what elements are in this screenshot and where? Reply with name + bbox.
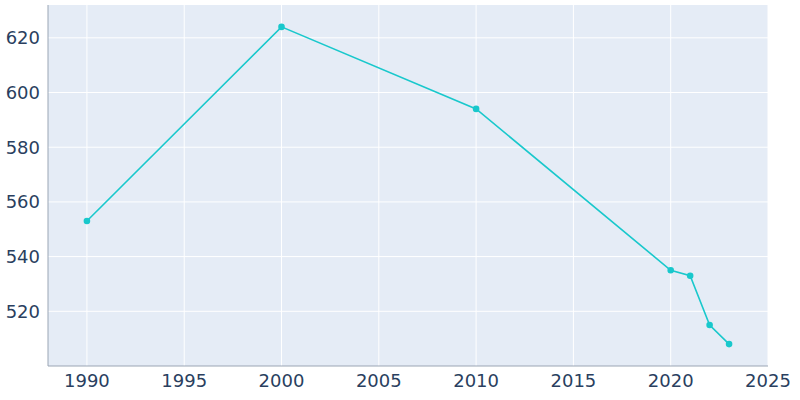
svg-text:600: 600 bbox=[8, 82, 40, 103]
svg-text:2025: 2025 bbox=[745, 370, 791, 391]
svg-text:2005: 2005 bbox=[356, 370, 402, 391]
svg-text:1990: 1990 bbox=[64, 370, 110, 391]
svg-text:2020: 2020 bbox=[648, 370, 694, 391]
svg-text:1995: 1995 bbox=[161, 370, 207, 391]
svg-text:520: 520 bbox=[8, 301, 40, 322]
svg-text:620: 620 bbox=[8, 27, 40, 48]
svg-text:560: 560 bbox=[8, 191, 40, 212]
svg-text:580: 580 bbox=[8, 137, 40, 158]
svg-text:2015: 2015 bbox=[550, 370, 596, 391]
svg-text:2010: 2010 bbox=[453, 370, 499, 391]
svg-text:540: 540 bbox=[8, 246, 40, 267]
svg-text:2000: 2000 bbox=[259, 370, 305, 391]
